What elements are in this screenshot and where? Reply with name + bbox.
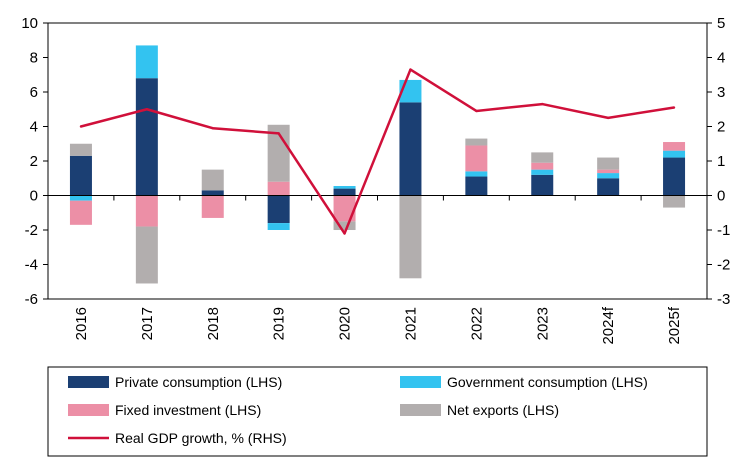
point-real-gdp-growth-rhs-2019 xyxy=(277,132,280,135)
bar-private-consumption-lhs-2019 xyxy=(267,195,290,224)
bar-private-consumption-lhs-2022 xyxy=(465,176,488,196)
axes-layer: -6 -4 -2 0 2 4 6 8 10 -3 -2 -1 0 1 2 3 4 5 2016 2017 2018 201… xyxy=(21,15,730,345)
x-tick-label: 2020 xyxy=(337,307,354,340)
right-y-tick-label: 4 xyxy=(717,50,725,67)
right-y-tick-label: -1 xyxy=(717,222,730,239)
line-layer xyxy=(79,68,676,235)
x-tick-label: 2017 xyxy=(139,307,156,340)
bar-net-exports-lhs-2023 xyxy=(531,152,554,163)
x-tick-label: 2023 xyxy=(534,307,551,340)
bar-net-exports-lhs-2017 xyxy=(135,226,158,284)
legend-box xyxy=(47,366,708,457)
right-y-tick-label: 1 xyxy=(717,153,725,170)
bar-net-exports-lhs-2019 xyxy=(267,124,290,182)
right-y-tick-label: -2 xyxy=(717,257,730,274)
bar-net-exports-lhs-2018 xyxy=(201,169,224,191)
point-real-gdp-growth-rhs-2017 xyxy=(145,108,149,111)
bar-net-exports-lhs-2021 xyxy=(399,195,422,279)
legend-swatch-private-consumption-lhs xyxy=(68,376,109,388)
left-y-tick-label: 6 xyxy=(30,84,38,101)
bar-fixed-investment-lhs-2024f xyxy=(597,169,620,174)
legend: Private consumption (LHS) Government cons… xyxy=(47,366,708,457)
point-real-gdp-growth-rhs-2025f xyxy=(672,106,676,109)
point-real-gdp-growth-rhs-2021 xyxy=(409,68,412,71)
right-y-tick-label: 0 xyxy=(717,188,725,205)
line-real-gdp-growth-rhs xyxy=(80,68,675,235)
left-y-tick-label: -6 xyxy=(25,291,38,308)
bar-private-consumption-lhs-2024f xyxy=(597,178,620,196)
point-real-gdp-growth-rhs-2024f xyxy=(606,116,610,120)
bar-fixed-investment-lhs-2020 xyxy=(333,195,356,222)
left-y-tick-label: 10 xyxy=(21,15,38,32)
bar-fixed-investment-lhs-2016 xyxy=(69,200,92,225)
point-real-gdp-growth-rhs-2018 xyxy=(211,127,214,130)
bar-government-consumption-lhs-2025f xyxy=(663,150,686,158)
bar-private-consumption-lhs-2017 xyxy=(135,78,158,196)
bar-net-exports-lhs-2020 xyxy=(333,221,356,231)
x-tick-label: 2016 xyxy=(73,307,90,340)
point-real-gdp-growth-rhs-2016 xyxy=(79,125,83,128)
legend-label-net-exports-lhs: Net exports (LHS) xyxy=(447,402,559,418)
bar-government-consumption-lhs-2019 xyxy=(267,223,290,230)
legend-swatch-fixed-investment-lhs xyxy=(68,404,109,416)
legend-label-real-gdp-growth-rhs: Real GDP growth, % (RHS) xyxy=(115,430,287,446)
left-y-tick-label: -4 xyxy=(25,257,38,274)
bar-fixed-investment-lhs-2025f xyxy=(663,142,686,151)
bar-fixed-investment-lhs-2022 xyxy=(465,145,488,172)
bar-government-consumption-lhs-2022 xyxy=(465,171,488,177)
left-y-tick-label: 0 xyxy=(30,188,38,205)
bar-private-consumption-lhs-2018 xyxy=(201,190,224,196)
bar-fixed-investment-lhs-2023 xyxy=(531,162,554,170)
bar-net-exports-lhs-2025f xyxy=(663,195,686,208)
bar-net-exports-lhs-2022 xyxy=(465,138,488,146)
bars-layer xyxy=(69,45,686,284)
right-y-tick-label: 3 xyxy=(717,84,725,101)
x-tick-label: 2018 xyxy=(205,307,222,340)
bar-private-consumption-lhs-2023 xyxy=(531,174,554,196)
bar-private-consumption-lhs-2016 xyxy=(69,155,92,196)
point-real-gdp-growth-rhs-2022 xyxy=(475,109,478,113)
legend-label-government-consumption-lhs: Government consumption (LHS) xyxy=(447,374,648,390)
bar-private-consumption-lhs-2025f xyxy=(663,157,686,196)
right-y-tick-label: 2 xyxy=(717,119,725,136)
bar-net-exports-lhs-2024f xyxy=(597,157,620,170)
right-y-tick-label: -3 xyxy=(717,291,730,308)
bar-government-consumption-lhs-2023 xyxy=(531,169,554,175)
legend-swatch-government-consumption-lhs xyxy=(400,376,441,388)
right-y-tick-label: 5 xyxy=(717,15,725,32)
left-y-tick-label: 4 xyxy=(30,119,38,136)
left-y-tick-label: 8 xyxy=(30,50,38,67)
bar-fixed-investment-lhs-2019 xyxy=(267,181,290,196)
legend-label-fixed-investment-lhs: Fixed investment (LHS) xyxy=(115,402,261,418)
x-tick-label: 2022 xyxy=(468,307,485,340)
bar-fixed-investment-lhs-2018 xyxy=(201,195,224,218)
bar-fixed-investment-lhs-2017 xyxy=(135,195,158,227)
bar-private-consumption-lhs-2021 xyxy=(399,102,422,196)
point-real-gdp-growth-rhs-2023 xyxy=(541,102,544,106)
bar-government-consumption-lhs-2024f xyxy=(597,173,620,179)
bar-government-consumption-lhs-2017 xyxy=(135,45,158,79)
point-real-gdp-growth-rhs-2020 xyxy=(343,232,346,235)
bar-government-consumption-lhs-2020 xyxy=(333,186,356,189)
bar-private-consumption-lhs-2020 xyxy=(333,188,356,196)
left-y-tick-label: 2 xyxy=(30,153,38,170)
legend-swatch-net-exports-lhs xyxy=(400,404,441,416)
x-tick-label: 2019 xyxy=(271,307,288,340)
x-tick-label: 2025f xyxy=(666,306,683,344)
x-tick-label: 2024f xyxy=(600,306,617,344)
legend-label-private-consumption-lhs: Private consumption (LHS) xyxy=(115,374,282,390)
left-y-tick-label: -2 xyxy=(25,222,38,239)
bar-government-consumption-lhs-2016 xyxy=(69,195,92,201)
bar-net-exports-lhs-2016 xyxy=(69,143,92,156)
x-tick-label: 2021 xyxy=(402,307,419,340)
